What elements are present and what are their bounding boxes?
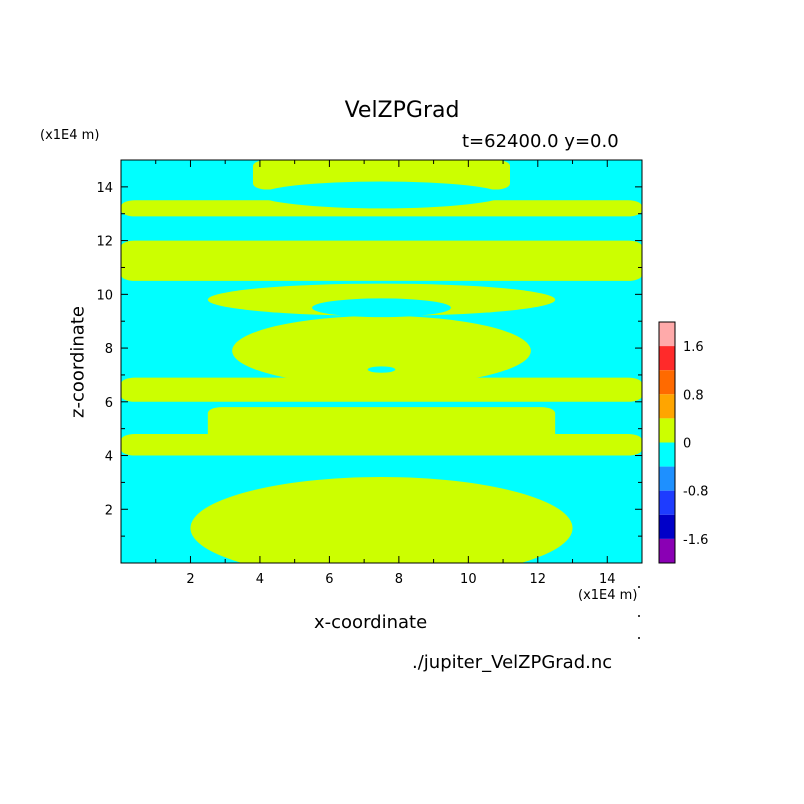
plot-frame (120, 159, 643, 564)
x-axis-unit: (x1E4 m) (578, 588, 638, 603)
chart-subtitle: t=62400.0 y=0.0 (462, 131, 619, 152)
y-tick-label: 2 (105, 503, 113, 518)
y-tick-label: 12 (96, 235, 113, 250)
colorbar-frame (658, 321, 676, 564)
y-axis-unit: (x1E4 m) (40, 128, 100, 143)
colorbar-swatch (659, 346, 675, 371)
positive-region (190, 477, 573, 563)
y-tick-label: 10 (96, 288, 113, 303)
colorbar-tick-label: 0.8 (683, 388, 704, 403)
y-tick-label: 6 (105, 396, 113, 411)
positive-region (232, 315, 531, 386)
x-tick-label: 10 (460, 572, 477, 587)
marker-dot (638, 637, 640, 639)
colorbar-tick-label: -0.8 (683, 485, 708, 500)
x-tick-label: 14 (599, 572, 616, 587)
positive-region (207, 407, 556, 443)
colorbar-swatch (659, 370, 675, 395)
axes: 2 4 6 8 10 12 14 2 4 6 8 10 12 14 (96, 159, 643, 639)
colorbar-swatch (659, 442, 675, 467)
negative-region (312, 298, 451, 318)
plot-area (121, 160, 642, 563)
colorbar-tick-label: -1.6 (683, 533, 708, 548)
colorbar-swatch (659, 490, 675, 515)
colorbar-tick-label: 1.6 (683, 340, 704, 355)
colorbar-swatch (659, 322, 675, 347)
chart-title: VelZPGrad (344, 98, 460, 123)
colorbar-swatch (659, 538, 675, 563)
negative-region (259, 181, 504, 209)
source-filename: ./jupiter_VelZPGrad.nc (412, 652, 613, 673)
positive-region (252, 160, 511, 190)
colorbar-swatch (659, 394, 675, 419)
positive-region (121, 200, 642, 217)
negative-region (367, 366, 396, 373)
x-tick-label: 6 (325, 572, 333, 587)
x-axis-label: x-coordinate (314, 612, 428, 633)
y-tick-label: 4 (105, 450, 113, 465)
y-tick-label: 14 (96, 181, 113, 196)
colorbar: 1.6 0.8 0 -0.8 -1.6 (658, 321, 708, 564)
colorbar-swatch (659, 466, 675, 491)
x-tick-label: 4 (256, 572, 264, 587)
positive-region (121, 434, 642, 456)
marker-dot (638, 586, 640, 588)
marker-dot (638, 615, 640, 617)
x-tick-label: 2 (186, 572, 194, 587)
positive-region (121, 240, 642, 281)
x-tick-label: 8 (395, 572, 403, 587)
colorbar-swatch (659, 514, 675, 539)
x-tick-label: 12 (530, 572, 547, 587)
colorbar-swatch (659, 418, 675, 443)
y-tick-label: 8 (105, 342, 113, 357)
positive-region (121, 377, 642, 402)
colorbar-tick-label: 0 (683, 437, 691, 452)
